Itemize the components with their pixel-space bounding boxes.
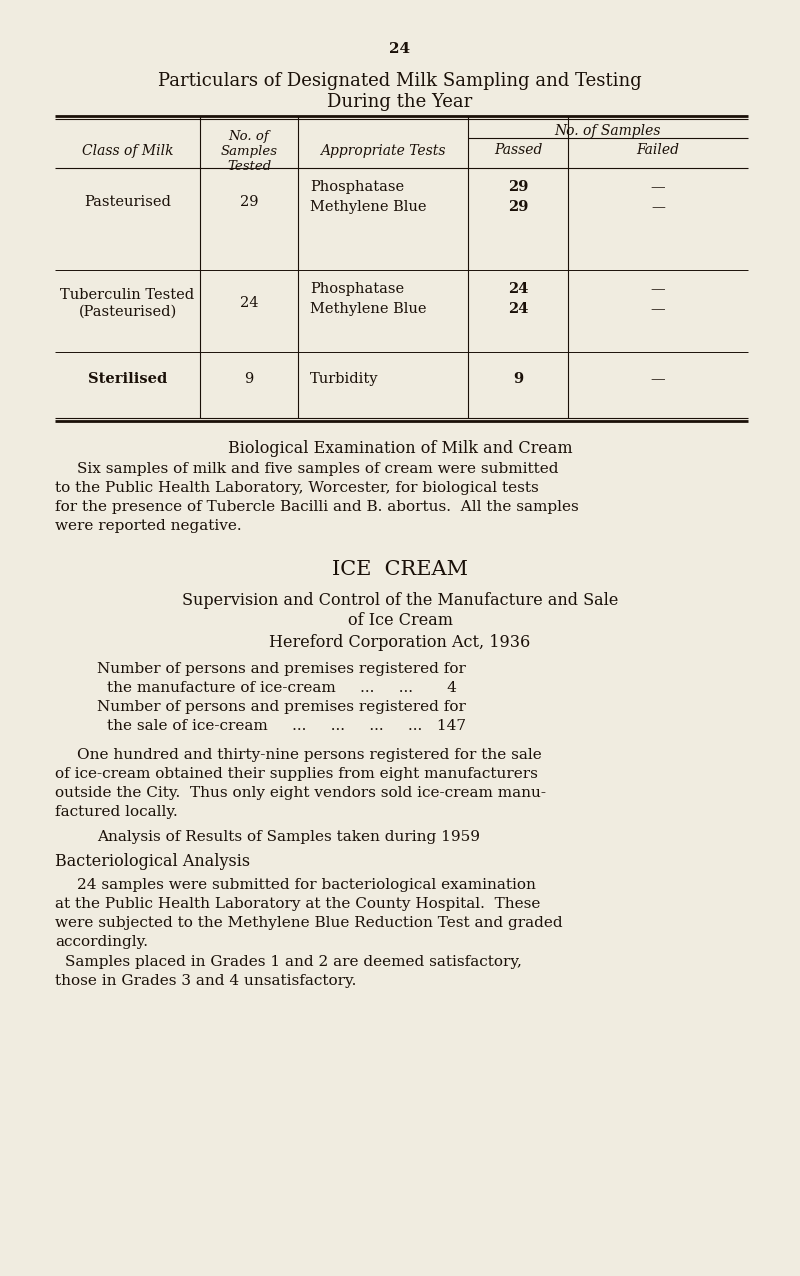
- Text: 9: 9: [513, 373, 523, 387]
- Text: During the Year: During the Year: [327, 93, 473, 111]
- Text: Sterilised: Sterilised: [88, 373, 167, 387]
- Text: Methylene Blue: Methylene Blue: [310, 302, 426, 316]
- Text: No. of
Samples
Tested: No. of Samples Tested: [221, 130, 278, 174]
- Text: of ice-cream obtained their supplies from eight manufacturers: of ice-cream obtained their supplies fro…: [55, 767, 538, 781]
- Text: Number of persons and premises registered for: Number of persons and premises registere…: [97, 701, 466, 715]
- Text: Pasteurised: Pasteurised: [84, 195, 171, 209]
- Text: the sale of ice-cream     ...     ...     ...     ...   147: the sale of ice-cream ... ... ... ... 14…: [107, 718, 466, 732]
- Text: No. of Samples: No. of Samples: [554, 124, 662, 138]
- Text: were subjected to the Methylene Blue Reduction Test and graded: were subjected to the Methylene Blue Red…: [55, 916, 562, 930]
- Text: the manufacture of ice-cream     ...     ...       4: the manufacture of ice-cream ... ... 4: [107, 681, 457, 695]
- Text: —: —: [651, 200, 665, 214]
- Text: for the presence of Tubercle Bacilli and B. abortus.  All the samples: for the presence of Tubercle Bacilli and…: [55, 500, 578, 514]
- Text: 29: 29: [508, 180, 528, 194]
- Text: Supervision and Control of the Manufacture and Sale: Supervision and Control of the Manufactu…: [182, 592, 618, 609]
- Text: 29: 29: [508, 200, 528, 214]
- Text: Particulars of Designated Milk Sampling and Testing: Particulars of Designated Milk Sampling …: [158, 71, 642, 91]
- Text: 29: 29: [240, 195, 258, 209]
- Text: —: —: [650, 373, 666, 387]
- Text: Turbidity: Turbidity: [310, 373, 378, 387]
- Text: were reported negative.: were reported negative.: [55, 519, 242, 533]
- Text: —: —: [650, 180, 666, 194]
- Text: 24: 24: [508, 282, 528, 296]
- Text: Failed: Failed: [637, 143, 679, 157]
- Text: One hundred and thirty-nine persons registered for the sale: One hundred and thirty-nine persons regi…: [77, 748, 542, 762]
- Text: those in Grades 3 and 4 unsatisfactory.: those in Grades 3 and 4 unsatisfactory.: [55, 974, 356, 988]
- Text: 24: 24: [390, 42, 410, 56]
- Text: Methylene Blue: Methylene Blue: [310, 200, 426, 214]
- Text: 24: 24: [508, 302, 528, 316]
- Text: Class of Milk: Class of Milk: [82, 144, 174, 158]
- Text: Phosphatase: Phosphatase: [310, 180, 404, 194]
- Text: to the Public Health Laboratory, Worcester, for biological tests: to the Public Health Laboratory, Worcest…: [55, 481, 538, 495]
- Text: Analysis of Results of Samples taken during 1959: Analysis of Results of Samples taken dur…: [97, 829, 480, 843]
- Text: (Pasteurised): (Pasteurised): [78, 305, 177, 319]
- Text: —: —: [650, 282, 666, 296]
- Text: accordingly.: accordingly.: [55, 935, 148, 949]
- Text: at the Public Health Laboratory at the County Hospital.  These: at the Public Health Laboratory at the C…: [55, 897, 540, 911]
- Text: Biological Examination of Milk and Cream: Biological Examination of Milk and Cream: [228, 440, 572, 457]
- Text: Passed: Passed: [494, 143, 542, 157]
- Text: Appropriate Tests: Appropriate Tests: [320, 144, 446, 158]
- Text: factured locally.: factured locally.: [55, 805, 178, 819]
- Text: Six samples of milk and five samples of cream were submitted: Six samples of milk and five samples of …: [77, 462, 558, 476]
- Text: 9: 9: [244, 373, 254, 387]
- Text: of Ice Cream: of Ice Cream: [347, 612, 453, 629]
- Text: outside the City.  Thus only eight vendors sold ice-cream manu­: outside the City. Thus only eight vendor…: [55, 786, 546, 800]
- Text: 24: 24: [240, 296, 258, 310]
- Text: Samples placed in Grades 1 and 2 are deemed satisfactory,: Samples placed in Grades 1 and 2 are dee…: [65, 954, 522, 968]
- Text: Phosphatase: Phosphatase: [310, 282, 404, 296]
- Text: Hereford Corporation Act, 1936: Hereford Corporation Act, 1936: [270, 634, 530, 651]
- Text: —: —: [650, 302, 666, 316]
- Text: 24 samples were submitted for bacteriological examination: 24 samples were submitted for bacteriolo…: [77, 878, 536, 892]
- Text: ICE  CREAM: ICE CREAM: [332, 560, 468, 579]
- Text: Number of persons and premises registered for: Number of persons and premises registere…: [97, 662, 466, 676]
- Text: Bacteriological Analysis: Bacteriological Analysis: [55, 852, 250, 870]
- Text: Tuberculin Tested: Tuberculin Tested: [61, 288, 194, 302]
